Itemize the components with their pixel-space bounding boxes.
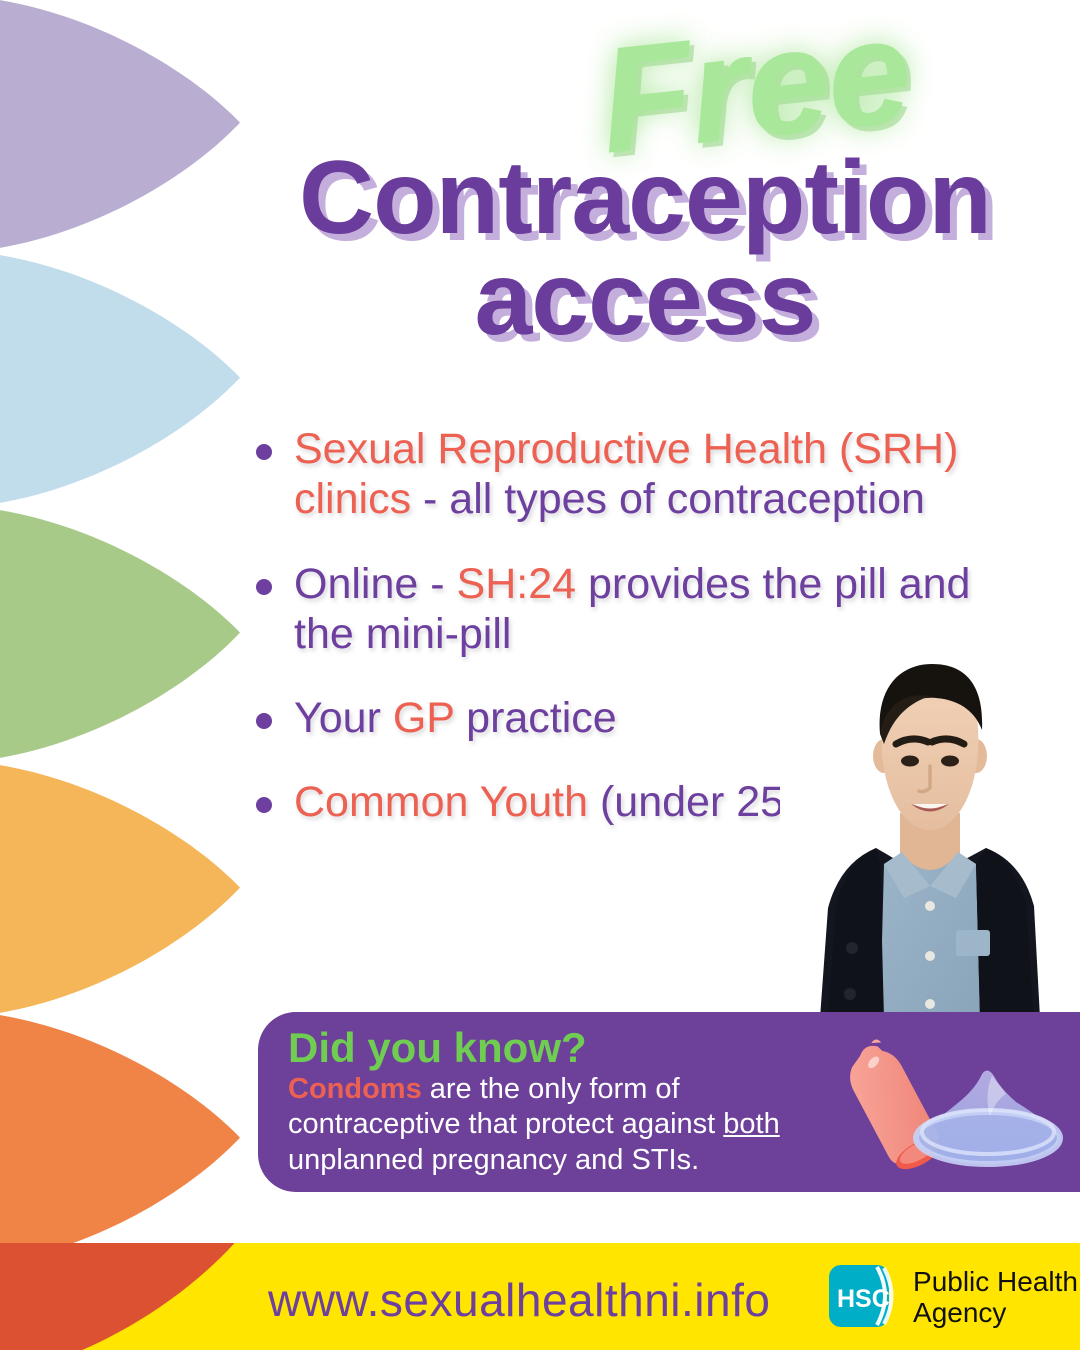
list-item: Sexual Reproductive Health (SRH) clinics… xyxy=(248,424,1038,525)
website-url[interactable]: www.sexualhealthni.info xyxy=(268,1274,771,1326)
young-man-photo xyxy=(780,648,1080,1018)
did-you-know-text-block: Did you know? Condoms are the only form … xyxy=(288,1024,818,1178)
list-item: Your GP practice xyxy=(248,693,1038,743)
org-line-2: Agency xyxy=(913,1297,1007,1328)
bullet-plain-text: practice xyxy=(454,694,617,743)
hsc-logo-icon: HSC xyxy=(827,1259,903,1335)
did-you-know-heading: Did you know? xyxy=(288,1024,587,1071)
bullet-accent-text: SH:24 xyxy=(456,559,577,608)
list-item: Common Youth (under 25) xyxy=(248,777,1038,827)
body-part-1: are the only form of contraceptive that … xyxy=(288,1073,724,1141)
petal-amber xyxy=(0,765,240,1013)
footer-bar: www.sexualhealthni.info HSC Public Healt… xyxy=(0,1243,1080,1350)
footer-petal-overlay xyxy=(0,1243,250,1350)
bullet-accent-text: GP xyxy=(392,694,455,743)
condoms-keyword: Condoms xyxy=(288,1073,422,1106)
did-you-know-body: Condoms are the only form of contracepti… xyxy=(288,1072,818,1178)
svg-text:HSC: HSC xyxy=(837,1285,890,1313)
pha-logo-text: Public Health Agency xyxy=(913,1266,1078,1329)
petal-green xyxy=(0,510,240,758)
bullet-accent-text: Common Youth xyxy=(294,778,589,827)
bullet-plain-text: provides the pill and the mini-pill xyxy=(294,559,971,658)
did-you-know-panel: Did you know? Condoms are the only form … xyxy=(258,1012,1080,1192)
unrolled-condom-shape xyxy=(913,1070,1063,1167)
org-line-1: Public Health xyxy=(913,1265,1078,1297)
petal-orange xyxy=(0,1015,240,1263)
condom-illustration xyxy=(790,1020,1070,1185)
page-title: Contraception access xyxy=(250,146,1040,357)
petal-purple xyxy=(0,0,240,248)
body-part-2: unplanned pregnancy and STIs. xyxy=(288,1143,700,1176)
decorative-petal-graphic xyxy=(0,0,250,1350)
list-item: Online - SH:24 provides the pill and the… xyxy=(248,559,1038,660)
bullet-plain-text: (under 25) xyxy=(588,778,799,827)
petal-red-footer xyxy=(0,1243,235,1350)
bullet-plain-text: - all types of contraception xyxy=(411,475,925,524)
bullet-plain-text: Online - xyxy=(294,559,457,608)
petal-blue xyxy=(0,255,240,503)
both-emphasis: both xyxy=(723,1108,780,1141)
pha-logo: HSC Public Health Agency xyxy=(827,1259,1078,1335)
title-line-1: Contraception xyxy=(299,140,992,256)
access-options-list: Sexual Reproductive Health (SRH) clinics… xyxy=(248,424,1038,862)
bullet-accent-text: Sexual Reproductive Health (SRH) clinics xyxy=(294,425,959,524)
title-line-2: access xyxy=(474,240,816,357)
bullet-plain-text: Your xyxy=(294,694,393,743)
